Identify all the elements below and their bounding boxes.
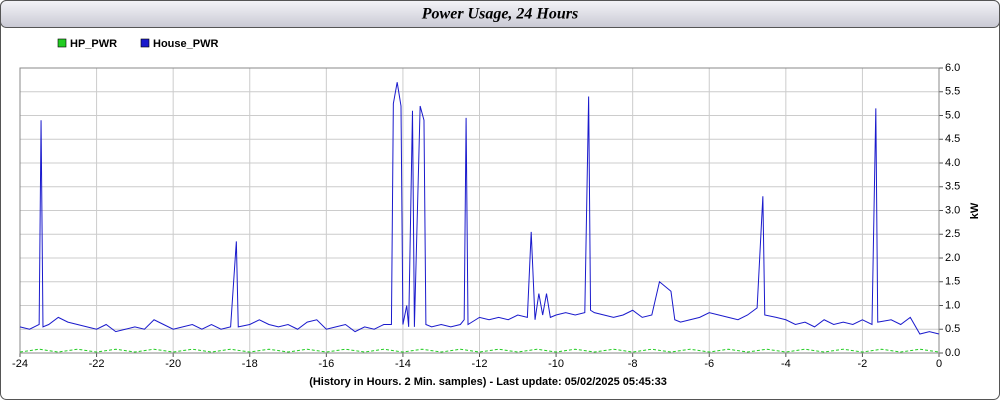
x-tick-label: -18	[242, 358, 258, 370]
y-tick-label: 4.5	[945, 133, 960, 145]
y-tick-label: 0.5	[945, 323, 960, 335]
legend-swatch	[140, 38, 150, 48]
x-tick-label: -22	[89, 358, 105, 370]
y-tick-label: 0.0	[945, 347, 960, 359]
y-tick-label: 3.5	[945, 181, 960, 193]
x-tick-label: -12	[472, 358, 488, 370]
y-tick-label: 1.5	[945, 276, 960, 288]
y-tick-label: 2.0	[945, 252, 960, 264]
x-tick-label: -10	[548, 358, 564, 370]
x-tick-label: -24	[12, 358, 28, 370]
legend-label: House_PWR	[153, 38, 218, 50]
y-tick-label: 5.0	[945, 109, 960, 121]
y-tick-label: 2.5	[945, 228, 960, 240]
legend-label: HP_PWR	[70, 38, 117, 50]
x-tick-label: -4	[781, 358, 791, 370]
chart-title: Power Usage, 24 Hours	[421, 6, 578, 23]
plot-border	[19, 67, 940, 354]
legend-swatch	[57, 38, 67, 48]
x-axis-label: (History in Hours. 2 Min. samples) - Las…	[309, 376, 667, 388]
data-line	[19, 82, 940, 335]
y-tick-label: 3.0	[945, 204, 960, 216]
x-tick-label: -14	[395, 358, 411, 370]
x-tick-label: -16	[318, 358, 334, 370]
x-tick-label: -8	[628, 358, 638, 370]
y-tick-label: 6.0	[945, 62, 960, 74]
y-axis-label: kW	[969, 202, 981, 219]
x-tick-label: 0	[936, 358, 942, 370]
x-tick-label: -20	[165, 358, 181, 370]
y-tick-label: 5.5	[945, 86, 960, 98]
y-tick-label: 1.0	[945, 299, 960, 311]
y-tick-label: 4.0	[945, 157, 960, 169]
x-tick-label: -6	[704, 358, 714, 370]
x-tick-label: -2	[858, 358, 868, 370]
